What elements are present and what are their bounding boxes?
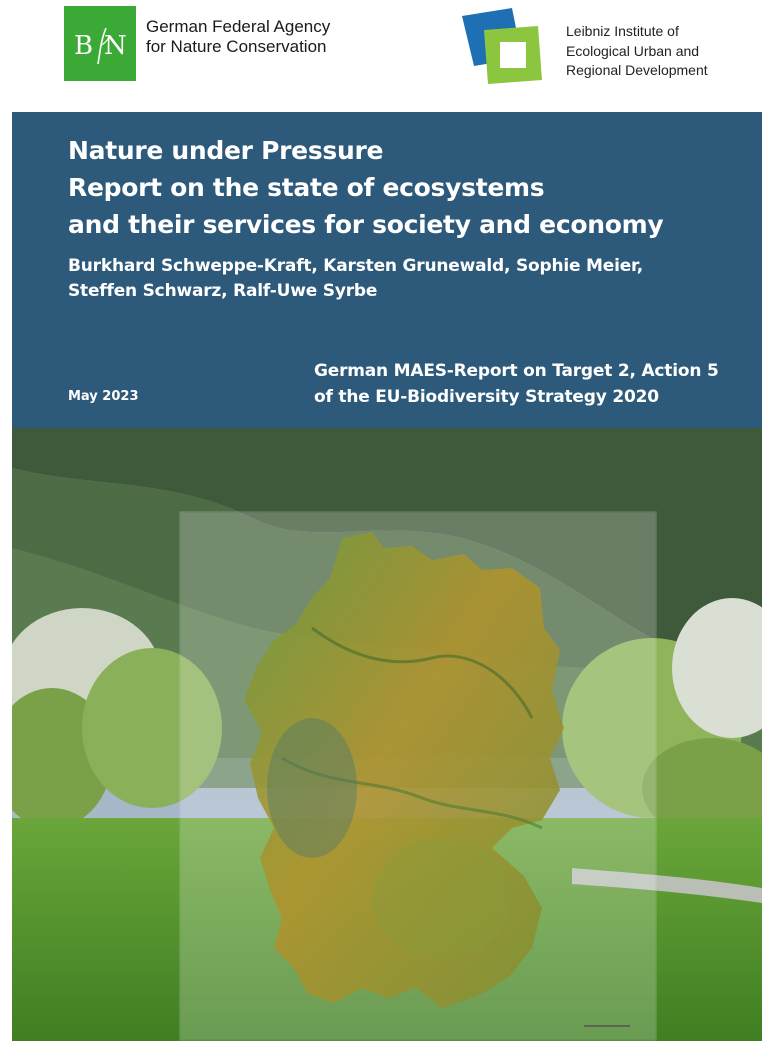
ioer-institute-name: Leibniz Institute of Ecological Urban an… (566, 22, 708, 81)
logo-header: B N German Federal Agency for Nature Con… (0, 0, 762, 112)
report-series: German MAES-Report on Target 2, Action 5… (314, 358, 719, 410)
series-line: German MAES-Report on Target 2, Action 5 (314, 358, 719, 384)
title-panel: Nature under Pressure Report on the stat… (12, 112, 762, 428)
bfn-name-line: for Nature Conservation (146, 37, 330, 57)
title-line: and their services for society and econo… (68, 206, 663, 243)
svg-text:B: B (74, 31, 93, 61)
bfn-name-line: German Federal Agency (146, 17, 330, 37)
ioer-logo-icon (460, 6, 548, 86)
ioer-name-line: Leibniz Institute of (566, 22, 708, 42)
report-date: May 2023 (68, 389, 139, 404)
bfn-agency-name: German Federal Agency for Nature Conserv… (146, 17, 330, 57)
title-line: Report on the state of ecosystems (68, 169, 663, 206)
authors-line: Steffen Schwarz, Ralf-Uwe Syrbe (68, 279, 643, 304)
svg-text:N: N (104, 31, 127, 61)
bfn-logo-icon: B N (64, 6, 136, 81)
title-line: Nature under Pressure (68, 132, 663, 169)
ioer-name-line: Regional Development (566, 61, 708, 81)
cover-photo (12, 428, 762, 1041)
report-title: Nature under Pressure Report on the stat… (68, 132, 663, 243)
ioer-name-line: Ecological Urban and (566, 42, 708, 62)
series-line: of the EU-Biodiversity Strategy 2020 (314, 384, 719, 410)
authors-line: Burkhard Schweppe-Kraft, Karsten Grunewa… (68, 254, 643, 279)
report-authors: Burkhard Schweppe-Kraft, Karsten Grunewa… (68, 254, 643, 304)
